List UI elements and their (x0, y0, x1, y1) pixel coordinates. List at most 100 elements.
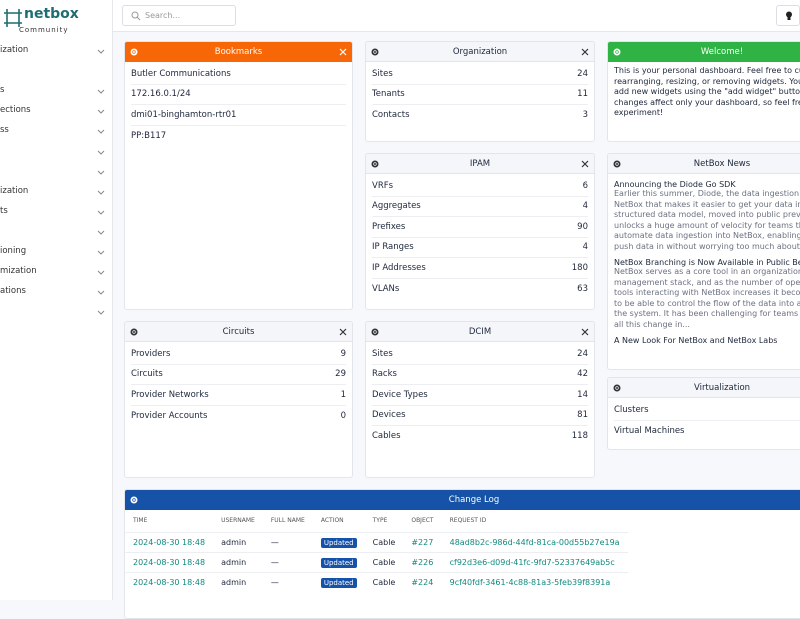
count-row[interactable]: IP Ranges 4 (372, 238, 588, 258)
news-line: tools interacting with NetBox increases … (614, 288, 800, 297)
action-badge: Updated (320, 557, 357, 568)
action-badge: Updated (320, 577, 357, 588)
close-icon[interactable] (581, 160, 589, 168)
count-row[interactable]: VLANs 63 (372, 279, 588, 300)
gear-icon (130, 48, 138, 56)
widget-header: Organization (366, 42, 594, 62)
count-row[interactable]: Sites 24 (372, 344, 588, 365)
list-row[interactable]: Butler Communications (131, 64, 346, 85)
log-cell: 2024-08-30 18:48 (125, 551, 214, 572)
row-count: 90 (577, 221, 588, 232)
top-bar: Search... (113, 0, 800, 32)
menu-item[interactable]: s (0, 84, 113, 98)
widget-header: Change Log (125, 490, 800, 510)
column-header: OBJECT (411, 517, 434, 525)
theme-toggle[interactable] (776, 5, 800, 26)
menu-item[interactable]: ations (0, 285, 113, 299)
menu-item[interactable]: mization (0, 265, 113, 279)
count-row[interactable]: Devices 81 (372, 406, 588, 426)
count-row[interactable]: Tenants 11 (372, 85, 588, 105)
search-box[interactable]: Search... (122, 5, 236, 26)
menu-label: mization (0, 266, 37, 276)
log-link[interactable]: 9cf40fdf-3461-4c88-81a3-5feb39f8391a (449, 577, 611, 587)
count-row[interactable]: Device Types 14 (372, 385, 588, 406)
count-row[interactable]: Providers 9 (131, 344, 346, 365)
list-row[interactable]: Virtual Machines (614, 421, 800, 442)
menu-item[interactable] (0, 165, 113, 179)
list-row[interactable]: PP:B117 (131, 126, 346, 147)
row-label: Clusters (614, 404, 649, 415)
log-cell: Cable (364, 551, 404, 572)
log-link[interactable]: 2024-08-30 18:48 (133, 557, 206, 567)
count-row[interactable]: Provider Accounts 0 (131, 406, 346, 427)
count-row[interactable]: Prefixes 90 (372, 217, 588, 238)
dcim-widget: DCIM Sites 24 Racks 42 Device Types 14 Devices 8… (365, 321, 595, 478)
menu-item[interactable] (0, 145, 113, 159)
log-link[interactable]: 2024-08-30 18:48 (133, 537, 206, 547)
log-link[interactable]: #226 (411, 557, 434, 567)
row-label: Providers (131, 348, 171, 359)
list-row[interactable]: 172.16.0.1/24 (131, 85, 346, 105)
log-cell: Updated (312, 531, 365, 552)
count-row[interactable]: Racks 42 (372, 365, 588, 385)
row-count: 4 (582, 242, 588, 253)
news-title[interactable]: NetBox Branching is Now Available in Pub… (614, 258, 800, 267)
menu-item[interactable]: ioning (0, 245, 113, 259)
chev-icon (97, 190, 105, 195)
list-row[interactable]: Clusters (614, 400, 800, 421)
list-row[interactable]: dmi01-binghamton-rtr01 (131, 105, 346, 126)
news-list: Announcing the Diode Go SDK Earlier this … (608, 180, 800, 345)
row-label: Devices (372, 410, 406, 421)
column-header: TYPE (372, 517, 388, 525)
row-count: 1 (340, 389, 346, 400)
menu-item[interactable] (0, 64, 113, 78)
widget-title: Virtualization (693, 383, 751, 393)
count-row[interactable]: Provider Networks 1 (131, 385, 346, 406)
log-link[interactable]: #227 (411, 537, 434, 547)
close-icon[interactable] (339, 48, 347, 56)
row-label: VRFs (372, 180, 394, 191)
log-link[interactable]: #224 (411, 577, 434, 587)
count-row[interactable]: IP Addresses 180 (372, 258, 588, 279)
row-label: Tenants (372, 89, 405, 100)
count-row[interactable]: Contacts 3 (372, 105, 588, 126)
bulb-icon (786, 11, 792, 20)
row-label: Aggregates (372, 201, 421, 212)
menu-item[interactable] (0, 225, 113, 239)
menu-item[interactable]: ections (0, 104, 113, 118)
log-cell: Cable (364, 531, 404, 552)
menu-item[interactable]: ts (0, 205, 113, 219)
menu-item[interactable]: ss (0, 124, 113, 138)
count-row[interactable]: VRFs 6 (372, 176, 588, 197)
close-icon[interactable] (339, 328, 347, 336)
text-line: rearranging, resizing, or removing widge… (614, 76, 800, 86)
menu-label: ations (0, 286, 26, 296)
log-link[interactable]: cf92d3e6-d09d-41fc-9fd7-52337649ab5c (449, 557, 615, 567)
logo-icon (4, 9, 22, 27)
log-cell: 2024-08-30 18:48 (125, 571, 214, 592)
log-text: — (270, 557, 279, 567)
log-link[interactable]: 48ad8b2c-986d-44fd-81ca-00d55b27e19a (449, 537, 620, 547)
count-row[interactable]: Cables 118 (372, 426, 588, 447)
circuits-widget: Circuits Providers 9 Circuits 29 Provider Net… (124, 321, 353, 478)
widget-title: Circuits (222, 327, 255, 337)
news-title[interactable]: Announcing the Diode Go SDK (614, 180, 736, 189)
count-row[interactable]: Aggregates 4 (372, 197, 588, 217)
menu-item[interactable]: ization (0, 185, 113, 199)
menu-item[interactable]: ization (0, 44, 113, 58)
log-link[interactable]: 2024-08-30 18:48 (133, 577, 206, 587)
chev-icon (97, 310, 105, 315)
count-row[interactable]: Sites 24 (372, 64, 588, 85)
chev-icon (97, 109, 105, 114)
row-count: 6 (582, 180, 588, 191)
row-label: Provider Networks (131, 389, 209, 400)
close-icon[interactable] (581, 48, 589, 56)
news-line: management stack, and as the number of o… (614, 277, 800, 287)
row-label: Circuits (131, 369, 163, 380)
menu-item[interactable] (0, 305, 113, 319)
row-label: Sites (372, 348, 393, 359)
news-title[interactable]: A New Look For NetBox and NetBox Labs (614, 336, 778, 345)
close-icon[interactable] (581, 328, 589, 336)
widget-header: Virtualization (608, 378, 800, 398)
count-row[interactable]: Circuits 29 (131, 365, 346, 385)
